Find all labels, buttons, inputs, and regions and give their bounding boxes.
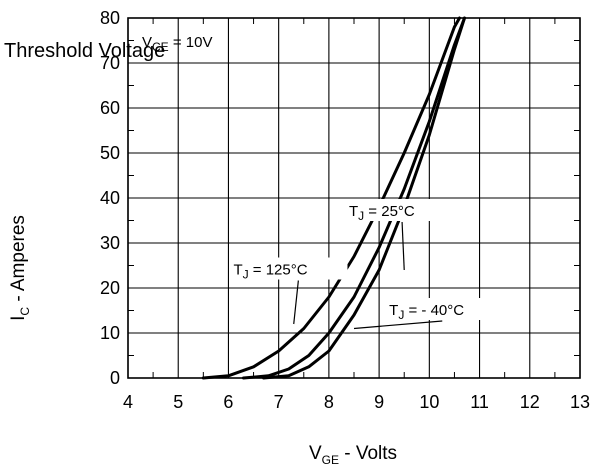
- annotation-label: TJ = - 40°C: [389, 302, 464, 322]
- x-axis-title-main: V: [309, 443, 322, 464]
- y-tick-label: 10: [100, 323, 120, 343]
- y-tick-label: 0: [110, 368, 120, 388]
- y-axis-title-rest: - Amperes: [8, 215, 29, 307]
- x-tick-label: 13: [570, 392, 590, 412]
- annotation-leader: [293, 280, 299, 325]
- x-tick-label: 6: [223, 392, 233, 412]
- y-tick-label: 30: [100, 233, 120, 253]
- curve-annotations: TJ = 25°CTJ = 125°CTJ = - 40°C: [229, 199, 504, 330]
- grid-lines: [127, 17, 581, 379]
- series-line-1: [242, 16, 466, 380]
- annotation-leader: [353, 320, 443, 330]
- condition-suffix: = 10V: [169, 34, 213, 51]
- annotation-rest: = - 40°C: [404, 302, 464, 319]
- x-tick-label: 10: [419, 392, 439, 412]
- chart-title: Threshold Voltage: [4, 40, 165, 62]
- condition-label: VCE = 10V: [142, 34, 212, 54]
- y-axis-title: IC - Amperes: [8, 215, 32, 321]
- annotation-sub: J: [358, 209, 364, 223]
- x-tick-label: 5: [173, 392, 183, 412]
- annotation-prefix: T: [233, 262, 242, 279]
- x-axis-title: VGE - Volts: [309, 443, 397, 467]
- x-axis-title-sub: GE: [322, 453, 339, 467]
- annotation-label: TJ = 25°C: [349, 203, 415, 223]
- y-tick-label: 50: [100, 143, 120, 163]
- y-axis-title-main: I: [8, 316, 29, 321]
- annotation-backdrop: [229, 257, 348, 280]
- annotation-label: TJ = 125°C: [233, 262, 307, 282]
- condition-sub: CE: [152, 40, 169, 54]
- y-tick-label: 20: [100, 278, 120, 298]
- annotation-prefix: T: [349, 203, 358, 220]
- y-tick-label: 60: [100, 98, 120, 118]
- x-axis-title-rest: - Volts: [339, 443, 397, 464]
- x-tick-label: 7: [274, 392, 284, 412]
- y-axis-title-sub: C: [18, 307, 32, 316]
- y-tick-label: 80: [100, 8, 120, 28]
- series-line-2: [262, 16, 466, 380]
- axis-ticks: 4 5 6 7 8 9 10 11 12 13 0 10 20 30 40 50 60 70 80: [100, 8, 590, 412]
- y-tick-label: 40: [100, 188, 120, 208]
- annotation-sub: J: [398, 308, 404, 322]
- annotation-leader: [401, 221, 405, 271]
- annotation-rest: = 125°C: [249, 262, 308, 279]
- annotation-sub: J: [243, 268, 249, 282]
- annotation-backdrop: [385, 298, 504, 320]
- condition-prefix: V: [142, 34, 152, 51]
- annotation-prefix: T: [389, 302, 398, 319]
- annotation-rest: = 25°C: [364, 203, 415, 220]
- x-tick-label: 9: [374, 392, 384, 412]
- annotation-backdrop: [344, 199, 463, 221]
- x-tick-label: 11: [470, 392, 489, 412]
- x-tick-label: 12: [520, 392, 540, 412]
- x-tick-label: 8: [324, 392, 334, 412]
- x-tick-label: 4: [123, 392, 133, 412]
- y-tick-label: 70: [100, 53, 120, 73]
